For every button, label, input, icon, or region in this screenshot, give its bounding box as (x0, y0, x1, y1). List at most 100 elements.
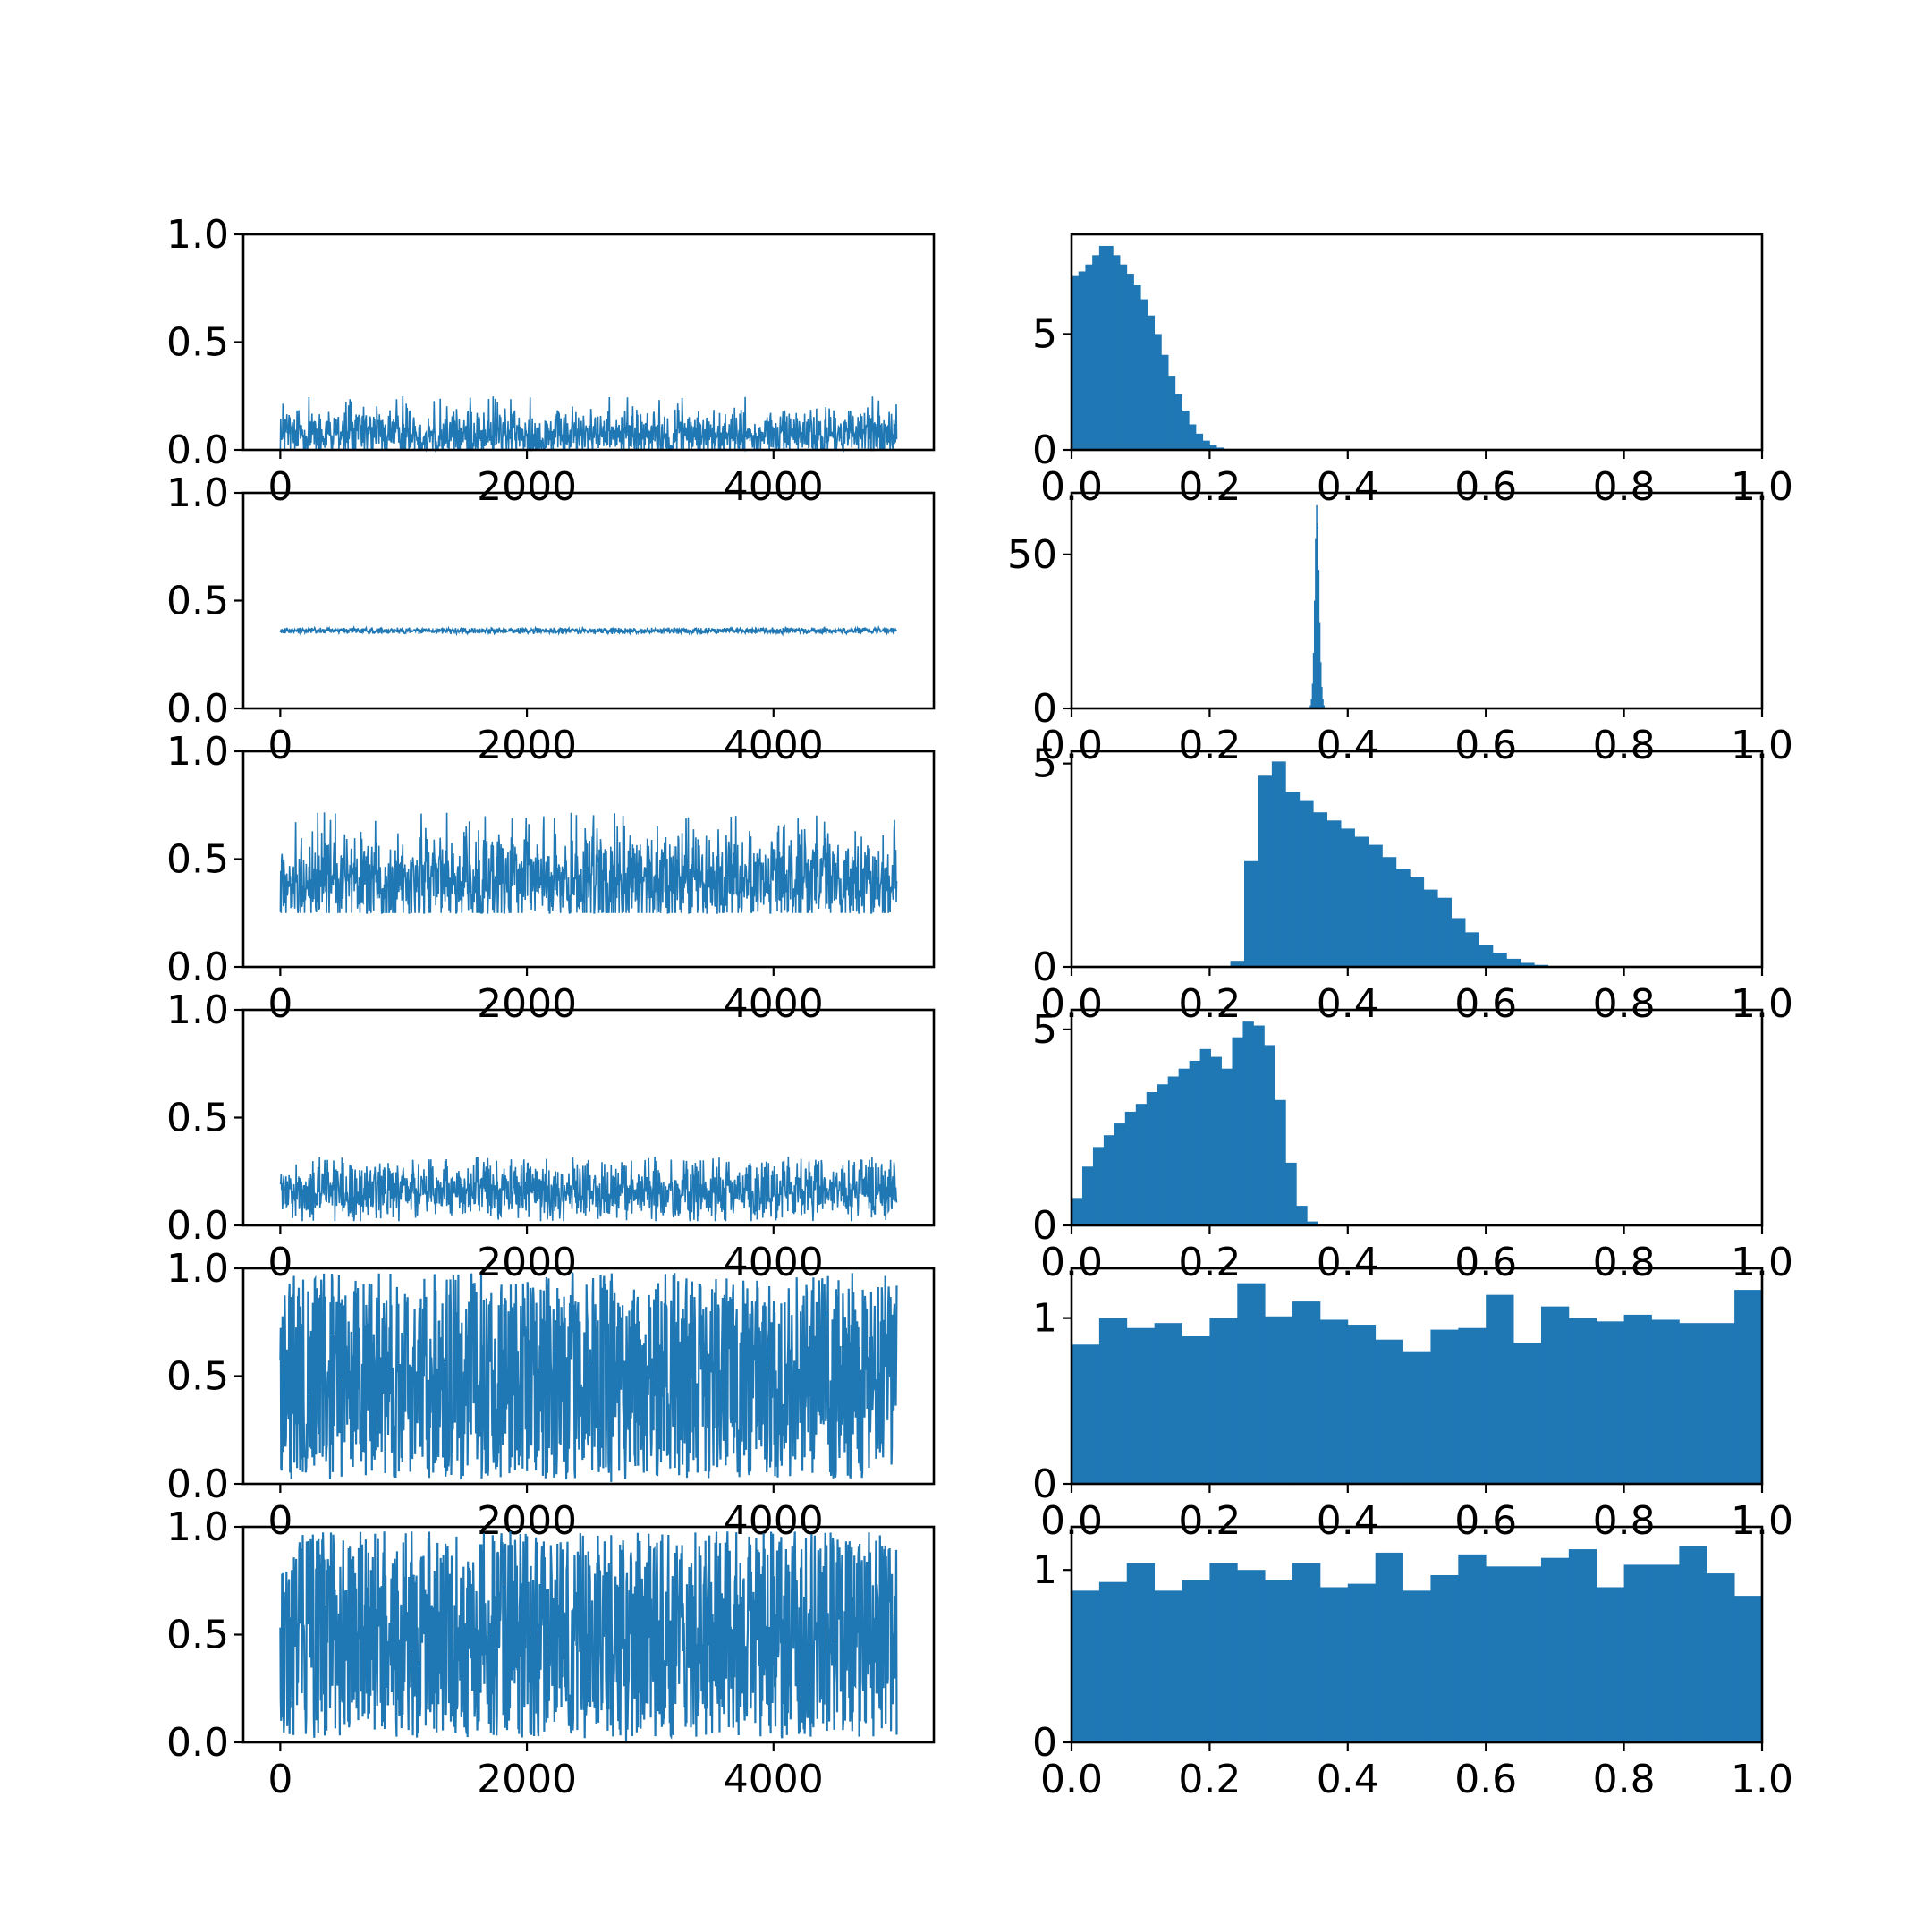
hist-bar (1098, 1581, 1128, 1742)
hist-bar (1178, 1068, 1191, 1225)
hist-bar (1486, 1566, 1514, 1742)
hist-bar (1140, 299, 1148, 450)
trace-line-4 (279, 812, 898, 914)
x-tick-label: 0 (267, 1240, 292, 1285)
y-tick-label: 1.0 (166, 987, 229, 1033)
y-tick-label: 0.0 (166, 1203, 229, 1249)
panel-r4-c1: 010.0 0.2 0.4 0.6 0.8 1.0 (1032, 1267, 1793, 1544)
hist-bar (1402, 1590, 1431, 1742)
x-tick-label: 2000 (477, 1240, 577, 1285)
x-tick-label: 4000 (724, 1240, 824, 1285)
hist-bar (1312, 653, 1315, 708)
hist-bar (1341, 828, 1355, 967)
trace-line-0 (279, 395, 898, 453)
hist-bar (1133, 285, 1141, 450)
hist-bar (1568, 1549, 1597, 1742)
y-tick-label: 5 (1032, 741, 1057, 787)
x-tick-label: 0.0 (1040, 1757, 1103, 1802)
x-tick-label: 2000 (477, 723, 577, 768)
hist-bar (1168, 376, 1176, 450)
hist-bar (1146, 1092, 1158, 1225)
hist-bar (1623, 1314, 1652, 1484)
hist-bar (1126, 1327, 1156, 1484)
hist-bar (1265, 1580, 1293, 1742)
y-tick-label: 0.5 (166, 1096, 229, 1141)
hist-bar (1707, 1573, 1735, 1742)
hist-bar (1271, 761, 1286, 967)
hist-bar (1237, 1570, 1266, 1742)
x-tick-label: 0.6 (1454, 981, 1517, 1027)
hist-bar (1161, 354, 1169, 450)
x-tick-label: 0.6 (1454, 464, 1517, 510)
hist-bar (1513, 1566, 1542, 1742)
y-tick-label: 1.0 (166, 212, 229, 258)
x-tick-label: 0.2 (1178, 1757, 1241, 1802)
hist-bar (1679, 1546, 1707, 1742)
y-tick-label: 0 (1032, 686, 1057, 732)
hist-bar (1285, 792, 1301, 967)
x-tick-label: 0.8 (1593, 1757, 1656, 1802)
hist-bar (1375, 1339, 1403, 1484)
hist-bar (1157, 1084, 1169, 1225)
hist-bar (1368, 844, 1383, 967)
y-tick-label: 0.5 (166, 320, 229, 366)
x-tick-label: 0.6 (1454, 1240, 1517, 1285)
hist-bar (1195, 433, 1204, 450)
hist-bar (1540, 1557, 1570, 1742)
hist-bar (1313, 812, 1328, 967)
hist-bar (1313, 600, 1316, 708)
hist-bar (1520, 962, 1535, 967)
y-tick-label: 0.0 (166, 1720, 229, 1766)
x-tick-label: 2000 (477, 981, 577, 1027)
hist-bar (1323, 705, 1325, 708)
hist-bar (1072, 1590, 1100, 1742)
y-tick-label: 0.5 (166, 1613, 229, 1658)
panel-r3-c0: 0.0 0.5 1.0 0 2000 4000 (166, 987, 936, 1285)
hist-bar (1299, 800, 1314, 967)
hist-bar (1189, 1060, 1200, 1225)
hist-bar (1296, 1206, 1308, 1225)
hist-bar (1410, 877, 1425, 967)
hist-bar (1734, 1596, 1763, 1742)
hist-bar (1292, 1301, 1321, 1484)
hist-bar (1244, 860, 1258, 967)
x-tick-label: 0.2 (1178, 981, 1241, 1027)
hist-bar (1264, 1045, 1275, 1225)
y-tick-label: 5 (1032, 311, 1057, 357)
hist-bar (1092, 1147, 1105, 1225)
hist-bar (1310, 699, 1313, 708)
hist-bar (1209, 1318, 1238, 1484)
x-tick-label: 0.6 (1454, 723, 1517, 768)
hist-bar (1221, 1068, 1233, 1225)
hist-bar (1232, 1037, 1243, 1225)
hist-bar (1317, 523, 1319, 708)
x-tick-label: 0.2 (1178, 723, 1241, 768)
hist-bar (1275, 1099, 1286, 1225)
hist-bar (1540, 1306, 1570, 1484)
axes-frame (1070, 1008, 1764, 1227)
y-tick-label: 0.0 (166, 1462, 229, 1507)
y-tick-label: 1.0 (166, 1504, 229, 1550)
hist-bar (1182, 1580, 1210, 1742)
hist-bar (1309, 705, 1311, 708)
axes-frame (1070, 233, 1764, 452)
hist-bar (1318, 622, 1321, 708)
hist-bar (1202, 440, 1210, 450)
hist-bar (1430, 1574, 1459, 1742)
trace-line-10 (279, 1531, 898, 1741)
hist-bar (1707, 1323, 1735, 1484)
x-tick-label: 4000 (724, 464, 824, 510)
axes-frame (1070, 1267, 1764, 1486)
x-tick-label: 0.4 (1317, 1757, 1379, 1802)
hist-bar (1285, 1162, 1297, 1225)
hist-bar (1311, 683, 1314, 708)
y-tick-label: 0 (1032, 1720, 1057, 1766)
hist-bar (1307, 1221, 1318, 1225)
hist-bar (1081, 1166, 1094, 1225)
x-tick-label: 4000 (724, 723, 824, 768)
hist-bar (1085, 264, 1093, 450)
hist-bar (1651, 1319, 1680, 1484)
x-tick-label: 0.6 (1454, 1757, 1517, 1802)
hist-bar (1167, 1076, 1180, 1225)
panel-r3-c1: 050.0 0.2 0.4 0.6 0.8 1.0 (1032, 1007, 1793, 1285)
